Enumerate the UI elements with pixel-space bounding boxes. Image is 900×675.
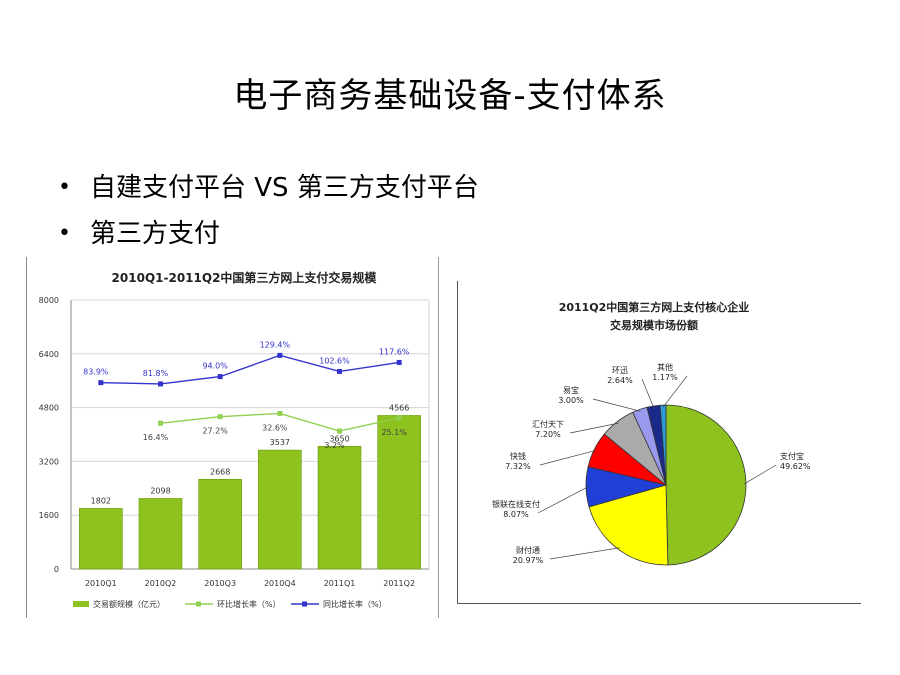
legend-label: 同比增长率（%）	[323, 599, 387, 609]
legend-label: 环比增长率（%）	[217, 599, 281, 609]
yoy-growth-point	[158, 381, 163, 387]
yoy-growth-point	[396, 359, 402, 365]
qoq-growth-label: 3.2%	[324, 441, 345, 450]
pie-leader-line	[539, 450, 597, 466]
pie-slice-name: 快钱	[510, 451, 526, 461]
pie-slice-name: 财付通	[516, 545, 540, 555]
pie-leader-line	[743, 464, 777, 485]
qoq-growth-point	[396, 415, 402, 421]
bar-value-label: 4566	[389, 403, 409, 412]
bar-value-label: 1802	[91, 496, 111, 505]
y-tick-label: 4800	[39, 404, 59, 413]
qoq-growth-point	[158, 420, 163, 426]
yoy-growth-label: 117.6%	[379, 347, 410, 356]
qoq-growth-label: 25.1%	[381, 428, 407, 437]
pie-slice-value: 49.62%	[780, 462, 811, 471]
y-tick-label: 0	[54, 565, 59, 574]
pie-leader-line	[641, 378, 655, 409]
legend-label: 交易额规模（亿元）	[93, 599, 165, 609]
bar	[258, 449, 302, 570]
pie-slice	[588, 484, 669, 566]
yoy-growth-point	[277, 352, 283, 358]
pie-leader-line	[549, 547, 620, 560]
legend-swatch-bar	[73, 601, 89, 607]
trade-scale-chart: 2010Q1-2011Q2中国第三方网上支付交易规模 0 1600 3200 4800 6…	[39, 270, 430, 609]
pie-leader-line	[569, 422, 619, 434]
yoy-growth-label: 94.0%	[202, 362, 228, 371]
bar	[377, 415, 421, 570]
bar-value-label: 2668	[210, 467, 230, 476]
x-tick-label: 2010Q4	[264, 579, 296, 588]
qoq-growth-point	[277, 410, 283, 416]
yoy-growth-label: 83.9%	[83, 368, 109, 377]
pie-slice-value: 3.00%	[558, 396, 584, 405]
x-tick-label: 2011Q1	[324, 579, 356, 588]
pie-slice-name: 银联在线支付	[492, 499, 540, 509]
pie-slice-name: 其他	[657, 362, 673, 372]
trade-scale-chart-panel: 2010Q1-2011Q2中国第三方网上支付交易规模 0 1600 3200 4800 6…	[26, 257, 439, 618]
qoq-growth-label: 16.4%	[143, 433, 169, 442]
pie-slice-name: 支付宝	[780, 451, 804, 461]
bar-value-label: 2098	[150, 486, 170, 495]
pie-slice-value: 20.97%	[513, 556, 544, 565]
pie-slice-name: 易宝	[563, 385, 579, 395]
chart-title: 2010Q1-2011Q2中国第三方网上支付交易规模	[112, 270, 378, 285]
bullet-item: • 第三方支付	[58, 211, 479, 257]
bar-value-label: 3650	[329, 434, 349, 443]
x-tick-label: 2010Q3	[204, 579, 236, 588]
qoq-growth-point	[337, 428, 342, 434]
bullet-text: 第三方支付	[90, 219, 221, 249]
pie-slice-name: 汇付天下	[532, 419, 564, 429]
pie-slice-name: 环迅	[612, 366, 628, 375]
chart-title: 交易规模市场份额	[610, 318, 698, 332]
bar	[79, 508, 123, 570]
pie-slice-value: 2.64%	[607, 376, 633, 385]
yoy-growth-line	[100, 354, 400, 385]
yoy-growth-point	[337, 368, 342, 374]
chart-title: 2011Q2中国第三方网上支付核心企业	[559, 300, 750, 314]
qoq-growth-label: 27.2%	[202, 427, 228, 436]
bullet-item: • 自建支付平台 VS 第三方支付平台	[58, 165, 479, 211]
bullet-dot-icon: •	[58, 221, 71, 246]
market-share-chart: 2011Q2中国第三方网上支付核心企业交易规模市场份额支付宝49.62%财付通2…	[492, 300, 811, 566]
pie-leader-line	[537, 486, 589, 514]
legend-swatch-yoy-marker	[302, 601, 307, 607]
pie-leader-line	[662, 375, 688, 408]
yoy-growth-label: 81.8%	[143, 369, 169, 378]
pie-slice-value: 7.32%	[505, 462, 531, 471]
pie-leader-line	[592, 398, 641, 412]
pie-slice	[659, 404, 667, 486]
y-tick-label: 3200	[39, 457, 59, 466]
x-tick-label: 2010Q1	[85, 579, 117, 588]
x-tick-label: 2010Q2	[145, 579, 177, 588]
bar	[317, 445, 362, 570]
yoy-growth-point	[217, 374, 223, 380]
pie-slice-value: 1.17%	[652, 373, 678, 382]
bullet-dot-icon: •	[58, 175, 71, 200]
yoy-growth-label: 102.6%	[319, 356, 350, 365]
y-tick-label: 1600	[39, 511, 59, 520]
pie-slice-value: 8.07%	[503, 510, 529, 519]
qoq-growth-point	[217, 414, 223, 420]
yoy-growth-point	[98, 380, 104, 386]
y-tick-label: 8000	[39, 296, 59, 305]
pie-slice-value: 7.20%	[535, 430, 561, 439]
bar	[198, 478, 242, 570]
bar	[138, 498, 183, 570]
bar-value-label: 3537	[270, 438, 290, 447]
bullet-text: 自建支付平台 VS 第三方支付平台	[90, 173, 479, 203]
market-share-chart-panel: 2011Q2中国第三方网上支付核心企业 交易规模市场份额 支付宝 49.62% 财付通 2…	[457, 281, 861, 604]
yoy-growth-label: 129.4%	[260, 340, 291, 349]
legend-swatch-qoq-marker	[196, 601, 201, 607]
pie-slice	[665, 404, 747, 566]
qoq-growth-label: 32.6%	[262, 423, 288, 432]
slide-title: 电子商务基础设备-支付体系	[233, 76, 667, 116]
y-tick-label: 6400	[39, 350, 59, 359]
x-tick-label: 2011Q2	[383, 579, 415, 588]
bullet-list: • 自建支付平台 VS 第三方支付平台 • 第三方支付	[58, 165, 479, 257]
